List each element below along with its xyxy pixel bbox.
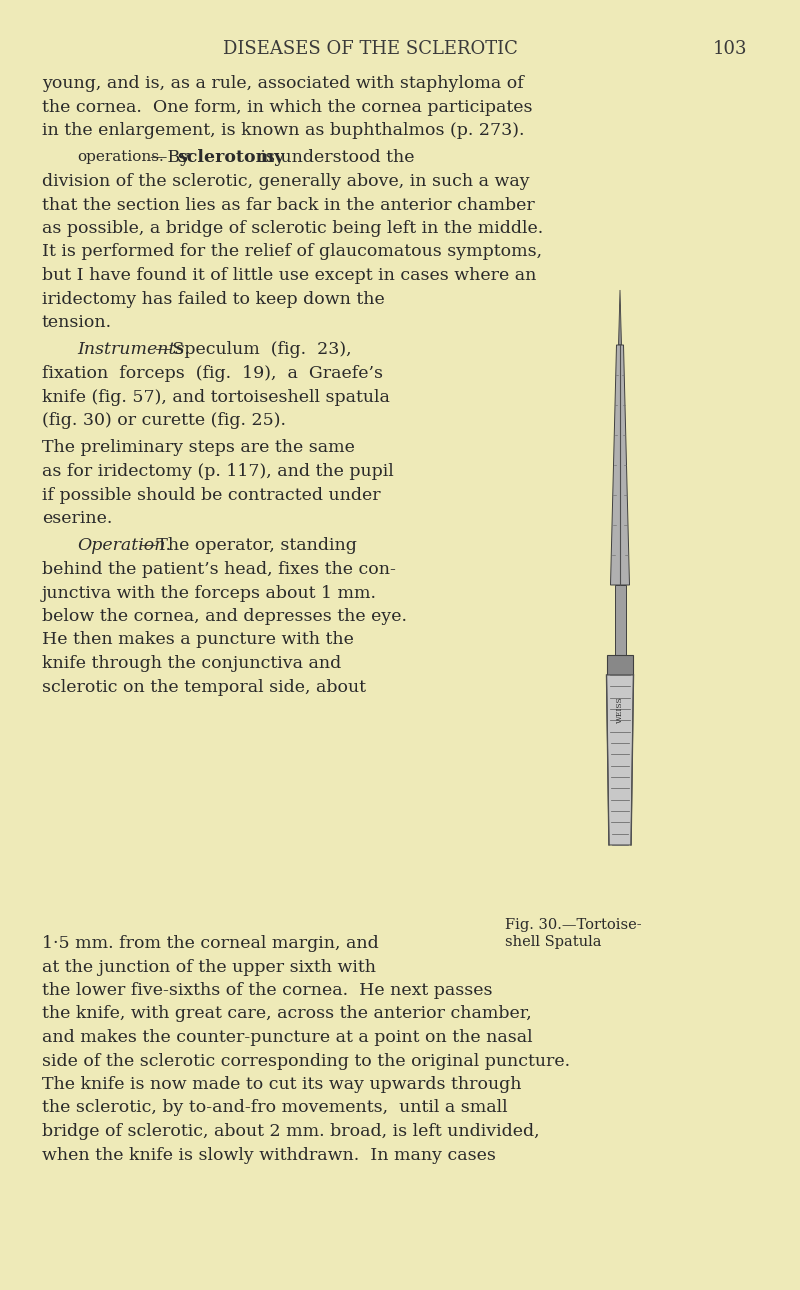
Text: Fig. 30.—Tortoise-: Fig. 30.—Tortoise- bbox=[505, 918, 642, 931]
Text: and makes the counter-puncture at a point on the nasal: and makes the counter-puncture at a poin… bbox=[42, 1029, 533, 1046]
Polygon shape bbox=[614, 584, 626, 655]
Text: shell Spatula: shell Spatula bbox=[505, 935, 602, 949]
Text: knife (fig. 57), and tortoiseshell spatula: knife (fig. 57), and tortoiseshell spatu… bbox=[42, 388, 390, 405]
Text: bridge of sclerotic, about 2 mm. broad, is left undivided,: bridge of sclerotic, about 2 mm. broad, … bbox=[42, 1124, 540, 1140]
Text: junctiva with the forceps about 1 mm.: junctiva with the forceps about 1 mm. bbox=[42, 584, 377, 601]
Text: DISEASES OF THE SCLEROTIC: DISEASES OF THE SCLEROTIC bbox=[222, 40, 518, 58]
Text: sclerotic on the temporal side, about: sclerotic on the temporal side, about bbox=[42, 679, 366, 695]
Text: sclerotomy: sclerotomy bbox=[177, 150, 284, 166]
Text: fixation  forceps  (fig.  19),  a  Graefe’s: fixation forceps (fig. 19), a Graefe’s bbox=[42, 365, 383, 382]
Text: as possible, a bridge of sclerotic being left in the middle.: as possible, a bridge of sclerotic being… bbox=[42, 221, 543, 237]
Text: The knife is now made to cut its way upwards through: The knife is now made to cut its way upw… bbox=[42, 1076, 522, 1093]
Text: Instruments.: Instruments. bbox=[77, 342, 190, 359]
Text: the lower five-sixths of the cornea.  He next passes: the lower five-sixths of the cornea. He … bbox=[42, 982, 493, 998]
Polygon shape bbox=[618, 290, 622, 344]
Text: 1·5 mm. from the corneal margin, and: 1·5 mm. from the corneal margin, and bbox=[42, 935, 378, 952]
Text: iridectomy has failed to keep down the: iridectomy has failed to keep down the bbox=[42, 290, 385, 307]
Text: is understood the: is understood the bbox=[255, 150, 414, 166]
Text: behind the patient’s head, fixes the con-: behind the patient’s head, fixes the con… bbox=[42, 561, 396, 578]
Text: the knife, with great care, across the anterior chamber,: the knife, with great care, across the a… bbox=[42, 1005, 532, 1023]
Text: 103: 103 bbox=[713, 40, 747, 58]
Text: He then makes a puncture with the: He then makes a puncture with the bbox=[42, 632, 354, 649]
Text: young, and is, as a rule, associated with staphyloma of: young, and is, as a rule, associated wit… bbox=[42, 75, 524, 92]
Text: Operation.: Operation. bbox=[77, 538, 171, 555]
Text: at the junction of the upper sixth with: at the junction of the upper sixth with bbox=[42, 958, 376, 975]
Text: in the enlargement, is known as buphthalmos (p. 273).: in the enlargement, is known as buphthal… bbox=[42, 123, 525, 139]
Text: (fig. 30) or curette (fig. 25).: (fig. 30) or curette (fig. 25). bbox=[42, 412, 286, 430]
Text: side of the sclerotic corresponding to the original puncture.: side of the sclerotic corresponding to t… bbox=[42, 1053, 570, 1069]
Text: division of the sclerotic, generally above, in such a way: division of the sclerotic, generally abo… bbox=[42, 173, 530, 190]
Text: that the section lies as far back in the anterior chamber: that the section lies as far back in the… bbox=[42, 196, 534, 214]
Text: —The operator, standing: —The operator, standing bbox=[139, 538, 357, 555]
Text: but I have found it of little use except in cases where an: but I have found it of little use except… bbox=[42, 267, 536, 284]
Text: —Speculum  (fig.  23),: —Speculum (fig. 23), bbox=[155, 342, 352, 359]
Text: knife through the conjunctiva and: knife through the conjunctiva and bbox=[42, 655, 342, 672]
Text: The preliminary steps are the same: The preliminary steps are the same bbox=[42, 440, 355, 457]
Text: the sclerotic, by to-and-fro movements,  until a small: the sclerotic, by to-and-fro movements, … bbox=[42, 1099, 508, 1117]
Text: eserine.: eserine. bbox=[42, 510, 112, 528]
Polygon shape bbox=[610, 344, 630, 584]
Text: as for iridectomy (p. 117), and the pupil: as for iridectomy (p. 117), and the pupi… bbox=[42, 463, 394, 480]
Text: WEISS: WEISS bbox=[616, 697, 624, 724]
Text: below the cornea, and depresses the eye.: below the cornea, and depresses the eye. bbox=[42, 608, 407, 624]
Text: if possible should be contracted under: if possible should be contracted under bbox=[42, 486, 381, 503]
Text: —By: —By bbox=[150, 150, 195, 166]
Text: when the knife is slowly withdrawn.  In many cases: when the knife is slowly withdrawn. In m… bbox=[42, 1147, 496, 1164]
Polygon shape bbox=[606, 675, 634, 845]
Text: the cornea.  One form, in which the cornea participates: the cornea. One form, in which the corne… bbox=[42, 98, 533, 116]
Text: tension.: tension. bbox=[42, 313, 112, 332]
Text: It is performed for the relief of glaucomatous symptoms,: It is performed for the relief of glauco… bbox=[42, 244, 542, 261]
Polygon shape bbox=[607, 655, 633, 675]
Text: operations.: operations. bbox=[77, 150, 164, 164]
